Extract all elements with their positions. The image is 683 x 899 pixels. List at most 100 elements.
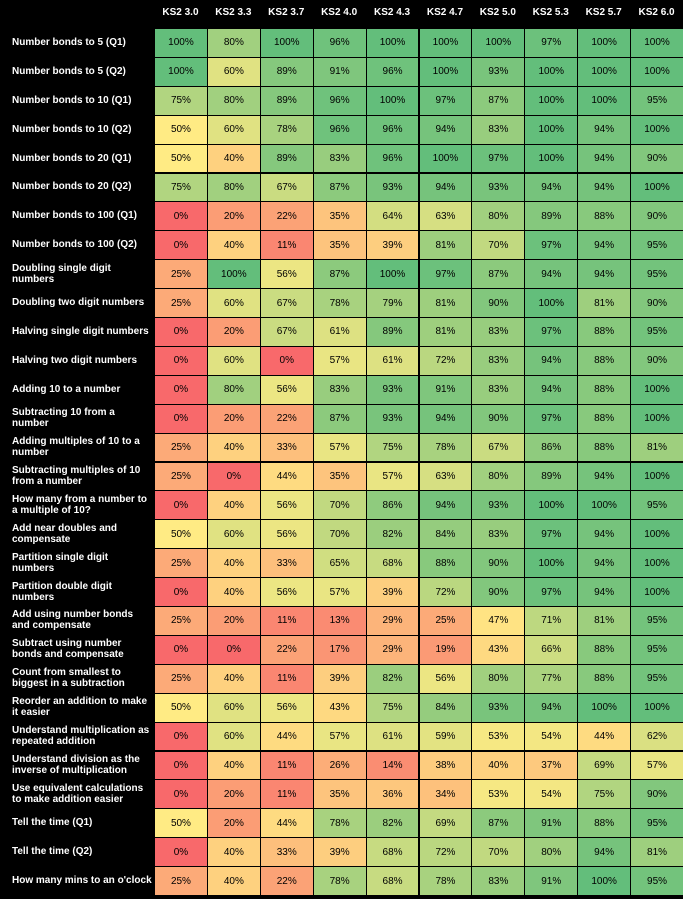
heatmap-cell: 37% (524, 750, 579, 781)
heatmap-cell: 71% (524, 606, 579, 636)
heatmap-cell: 94% (577, 577, 632, 607)
heatmap-cell: 97% (524, 230, 579, 261)
heatmap-cell: 81% (577, 288, 632, 318)
heatmap-cell: 90% (471, 288, 526, 318)
heatmap-cell: 78% (312, 808, 367, 839)
heatmap-cell: 0% (154, 750, 208, 781)
heatmap-cell: 94% (418, 114, 473, 145)
heatmap-cell: 50% (154, 114, 208, 145)
column-header: KS2 4.0 (321, 7, 358, 18)
heatmap-cell: 11% (259, 779, 314, 810)
heatmap-cell: 97% (524, 317, 579, 347)
heatmap-cell: 25% (154, 548, 208, 579)
heatmap-cell: 94% (418, 403, 473, 434)
heatmap-cell: 87% (471, 808, 526, 839)
heatmap-cell: 78% (418, 432, 473, 463)
row-label: Partition single digit numbers (12, 551, 109, 574)
heatmap-cell: 56% (259, 577, 314, 607)
heatmap-cell: 25% (418, 606, 473, 636)
heatmap-cell: 60% (206, 114, 261, 145)
heatmap-cell: 100% (524, 143, 579, 174)
heatmap-cell: 94% (418, 490, 473, 521)
heatmap-cell: 0% (154, 837, 208, 868)
heatmap-cell: 61% (365, 345, 420, 376)
row-label: Understand division as the inverse of mu… (12, 753, 140, 776)
heatmap-cell: 67% (259, 288, 314, 318)
heatmap-cell: 90% (630, 143, 683, 174)
heatmap-cell: 78% (312, 866, 367, 896)
heatmap-cell: 57% (312, 577, 367, 607)
heatmap-cell: 97% (418, 85, 473, 116)
row-label: Understand multiplication as repeated ad… (12, 725, 150, 748)
row-label: Count from smallest to biggest in a subt… (12, 667, 125, 690)
heatmap-cell: 40% (471, 750, 526, 781)
heatmap-cell: 93% (471, 172, 526, 203)
heatmap-cell: 0% (154, 374, 208, 405)
column-header: KS2 3.3 (215, 7, 252, 18)
heatmap-cell: 93% (471, 56, 526, 87)
heatmap-cell: 40% (206, 143, 261, 174)
heatmap-cell: 87% (471, 85, 526, 116)
row-label: Adding multiples of 10 to a number (12, 436, 140, 459)
heatmap-cell: 20% (206, 317, 261, 347)
heatmap-cell: 100% (630, 28, 683, 58)
row-label: Number bonds to 20 (Q2) (12, 181, 132, 193)
heatmap-cell: 22% (259, 403, 314, 434)
heatmap-cell: 72% (418, 345, 473, 376)
heatmap-cell: 88% (577, 634, 632, 665)
heatmap-cell: 94% (418, 172, 473, 203)
row-label: How many mins to an o'clock (12, 875, 152, 887)
heatmap-cell: 94% (577, 461, 632, 492)
column-header: KS2 3.7 (268, 7, 305, 18)
heatmap-cell: 83% (471, 866, 526, 896)
heatmap-cell: 100% (577, 692, 632, 723)
heatmap-cell: 0% (154, 345, 208, 376)
heatmap-cell: 80% (206, 374, 261, 405)
heatmap-cell: 63% (418, 461, 473, 492)
column-header: KS2 3.0 (162, 7, 199, 18)
heatmap-cell: 89% (524, 461, 579, 492)
heatmap-cell: 40% (206, 750, 261, 781)
heatmap-cell: 33% (259, 548, 314, 579)
heatmap-cell: 20% (206, 403, 261, 434)
heatmap-cell: 22% (259, 634, 314, 665)
heatmap-cell: 25% (154, 288, 208, 318)
heatmap-cell: 67% (259, 172, 314, 203)
heatmap-cell: 0% (154, 721, 208, 752)
heatmap-cell: 20% (206, 606, 261, 636)
row-label: Reorder an addition to make it easier (12, 696, 148, 719)
heatmap-cell: 75% (577, 779, 632, 810)
heatmap-cell: 84% (418, 519, 473, 550)
heatmap-cell: 38% (418, 750, 473, 781)
heatmap-cell: 36% (365, 779, 420, 810)
column-header: KS2 4.3 (373, 7, 411, 18)
row-label: Number bonds to 20 (Q1) (12, 152, 132, 164)
heatmap-cell: 75% (154, 85, 208, 116)
heatmap-cell: 20% (206, 779, 261, 810)
heatmap-cell: 50% (154, 692, 208, 723)
heatmap-cell: 56% (259, 519, 314, 550)
heatmap-cell: 72% (418, 837, 473, 868)
heatmap-cell: 96% (365, 143, 420, 174)
heatmap-cell: 88% (577, 808, 632, 839)
heatmap-cell: 100% (154, 56, 208, 87)
heatmap-cell: 100% (418, 56, 473, 87)
heatmap-cell: 93% (365, 403, 420, 434)
heatmap-cell: 40% (206, 577, 261, 607)
heatmap-cell: 56% (259, 692, 314, 723)
row-label: Halving two digit numbers (12, 354, 138, 366)
heatmap-cell: 78% (259, 114, 314, 145)
heatmap-cell: 90% (471, 577, 526, 607)
row-label: Number bonds to 100 (Q2) (12, 239, 138, 251)
heatmap-cell: 44% (577, 721, 632, 752)
heatmap-cell: 100% (365, 85, 420, 116)
heatmap-cell: 0% (154, 634, 208, 665)
heatmap-cell: 40% (206, 663, 261, 694)
heatmap-cell: 90% (471, 403, 526, 434)
heatmap-cell: 78% (418, 866, 473, 896)
heatmap-cell: 87% (471, 259, 526, 290)
heatmap-cell: 88% (577, 201, 632, 232)
column-header: KS2 5.7 (585, 7, 622, 18)
heatmap-cell: 100% (524, 548, 579, 579)
